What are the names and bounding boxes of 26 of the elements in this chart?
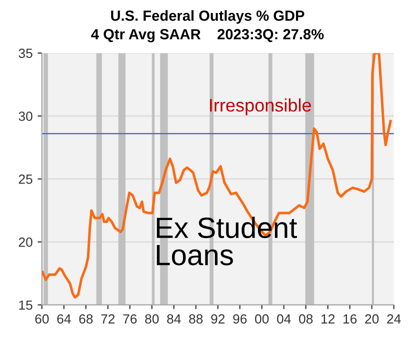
- x-tick-label: 68: [79, 314, 93, 324]
- y-tick-label: 30: [18, 112, 32, 121]
- chart-title: U.S. Federal Outlays % GDP: [111, 10, 304, 24]
- x-tick-label: 80: [145, 314, 159, 324]
- x-tick-label: 92: [211, 314, 225, 324]
- line-series: [42, 53, 392, 299]
- x-tick-label: 20: [365, 314, 379, 324]
- annotation: Irresponsible: [210, 98, 311, 116]
- x-tick-label: 60: [35, 314, 49, 324]
- y-tick-label: 35: [18, 48, 32, 58]
- x-tick-label: 16: [344, 314, 357, 324]
- chart-subtitle: 4 Qtr Avg SAAR 2023:3Q: 27.8%: [91, 29, 324, 42]
- x-tick-label: 00: [255, 314, 269, 324]
- y-tick-label: 20: [18, 237, 32, 247]
- x-tick-label: 04: [277, 314, 291, 324]
- x-tick-label: 08: [299, 314, 313, 324]
- x-tick-label: 24: [387, 314, 401, 324]
- x-tick-label: 72: [101, 314, 115, 324]
- x-tick-label: 88: [189, 314, 203, 324]
- x-tick-label: 76: [123, 314, 137, 324]
- x-tick-label: 12: [322, 314, 335, 324]
- x-tick-label: 84: [167, 314, 181, 324]
- y-tick-label: 15: [19, 300, 32, 310]
- x-tick-label: 64: [57, 314, 71, 324]
- y-tick-label: 25: [18, 174, 32, 184]
- x-tick-label: 96: [233, 314, 247, 324]
